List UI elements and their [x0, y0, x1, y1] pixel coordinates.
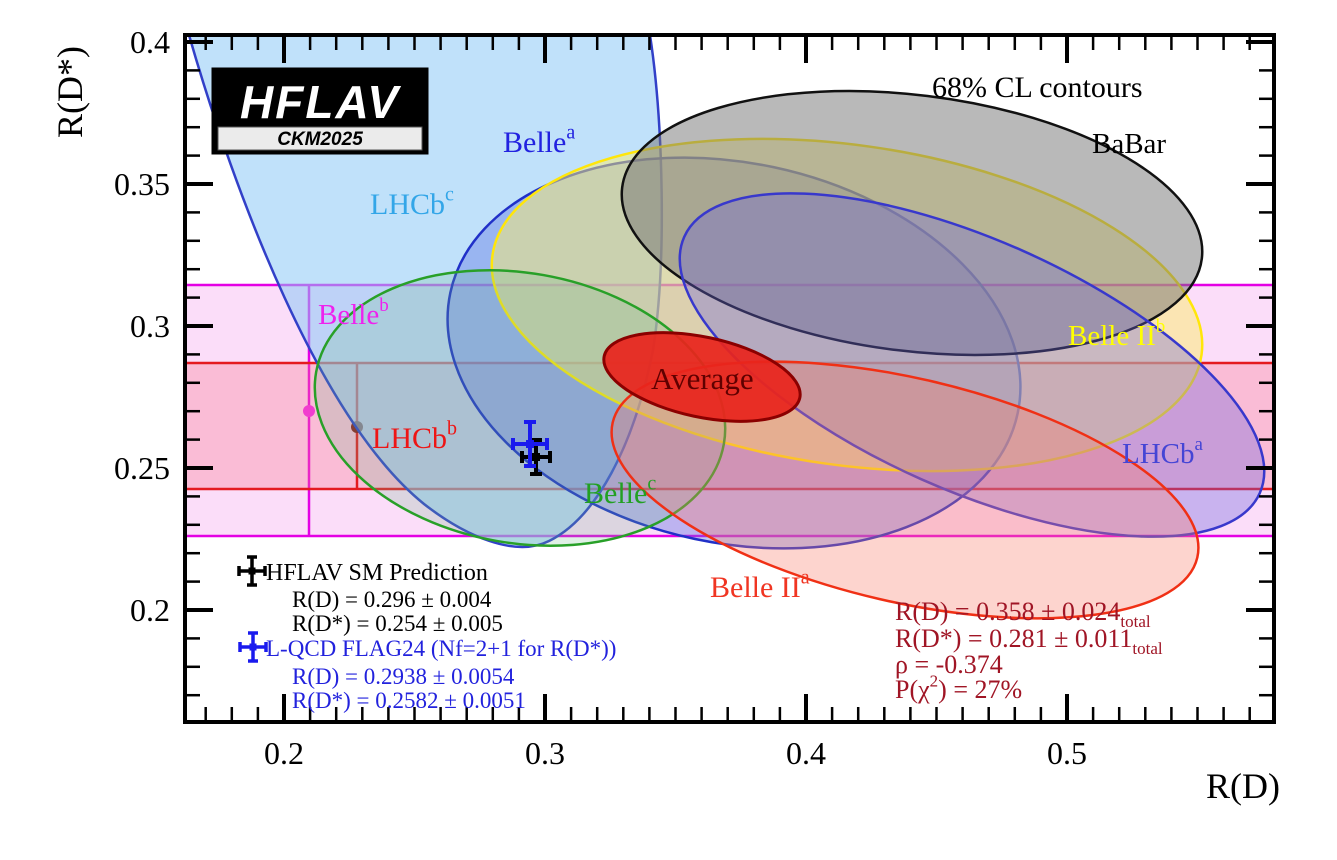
stats-line-3: ρ = -0.374: [895, 650, 1003, 679]
sm-prediction-marker-center: [532, 453, 540, 461]
stats-line-3-text: ρ = -0.374: [895, 650, 1003, 679]
x-axis-title: R(D): [1206, 766, 1280, 806]
legend-lqcd-line-1: R(D) = 0.2938 ± 0.0054: [292, 664, 515, 689]
label-babar-text: BaBar: [1092, 128, 1166, 160]
hflav-logo-edition: CKM2025: [277, 129, 363, 150]
label-lhcb-b: LHCbb: [372, 418, 457, 456]
legend-lqcd-line-2: R(D*) = 0.2582 ± 0.0051: [292, 688, 526, 713]
label-belle2-a-sup: a: [801, 567, 810, 589]
x-tick-label: 0.5: [1047, 735, 1087, 771]
hflav-logo-brand: HFLAV: [240, 76, 401, 128]
legend-sm-line-1-text: R(D) = 0.296 ± 0.004: [292, 587, 492, 612]
x-tick-label: 0.3: [525, 735, 565, 771]
y-axis-title-text: R(D*): [50, 46, 90, 138]
label-lhcb-a-text: LHCb: [1122, 438, 1195, 470]
lqcd-prediction-marker-center: [526, 440, 534, 448]
legend-lqcd-marker: [238, 631, 268, 663]
stats-line-4-sup: 2: [930, 671, 939, 690]
legend-lqcd-title: L-QCD FLAG24 (Nf=2+1 for R(D*)): [266, 636, 616, 661]
x-tick-label: 0.2: [264, 735, 304, 771]
hflav-logo-strip: [217, 126, 423, 151]
legend-sm-marker: [237, 555, 267, 587]
label-lhcb-c-sup: c: [445, 184, 454, 206]
label-belle2-a: Belle IIa: [710, 567, 810, 605]
y-tick-label: 0.2: [130, 592, 170, 628]
label-belle-c-sup: c: [647, 473, 656, 495]
label-belle2-b-text: Belle II: [1068, 320, 1156, 352]
stats-line-1-sub: total: [1120, 612, 1150, 631]
label-belle-c-text: Belle: [584, 477, 647, 510]
stats-line-2-text: R(D*) = 0.281 ± 0.011: [895, 624, 1132, 653]
legend-sm-line-2: R(D*) = 0.254 ± 0.005: [292, 611, 503, 636]
label-belle-a: Bellea: [503, 122, 575, 160]
x-tick-label: 0.4: [786, 735, 826, 771]
label-lhcb-a-sup: a: [1195, 434, 1204, 455]
belle-b-point: [303, 405, 315, 417]
belle2-a-contour: [610, 360, 1200, 620]
label-belle2-b: Belle IIb: [1068, 316, 1165, 352]
label-belle-b: Belleb: [318, 295, 389, 331]
label-average-text: Average: [651, 361, 754, 396]
label-lhcb-b-text: LHCb: [372, 422, 447, 455]
label-average: Average: [651, 361, 754, 396]
plot-area: [185, 35, 1274, 620]
legend-sm-title: HFLAV SM Prediction: [266, 560, 488, 586]
label-belle2-a-text: Belle II: [710, 571, 801, 604]
y-tick-label: 0.25: [114, 450, 170, 486]
average-contour: [602, 331, 802, 423]
legend-sm-marker-center: [248, 567, 256, 575]
stats-line-4-text: ) = 27%: [938, 675, 1022, 704]
stats-line-1-text: R(D) = 0.358 ± 0.024: [895, 597, 1120, 626]
label-belle-a-sup: a: [566, 122, 575, 144]
label-babar: BaBar: [1092, 128, 1166, 160]
stats-line-4-text: P(: [895, 675, 918, 704]
stats-line-1: R(D) = 0.358 ± 0.024total: [895, 597, 1151, 631]
y-axis-title: R(D*): [50, 46, 90, 138]
label-lhcb-c-text: LHCb: [370, 188, 445, 221]
stats-line-2: R(D*) = 0.281 ± 0.011total: [895, 624, 1163, 658]
legend-sm-line-2-text: R(D*) = 0.254 ± 0.005: [292, 611, 503, 636]
title-text: 68% CL contours: [932, 71, 1143, 104]
legend-lqcd-title-text: L-QCD FLAG24 (Nf=2+1 for R(D*)): [266, 636, 616, 661]
label-belle-b-text: Belle: [318, 299, 379, 331]
legend-sm-title-text: HFLAV SM Prediction: [266, 560, 488, 586]
y-tick-label: 0.4: [130, 24, 170, 60]
babar-contour: [620, 89, 1204, 357]
legend-sm-line-1: R(D) = 0.296 ± 0.004: [292, 587, 492, 612]
label-belle-c: Bellec: [584, 473, 656, 511]
stats-line-2-sub: total: [1132, 639, 1162, 658]
label-lhcb-b-sup: b: [447, 418, 457, 440]
plot-frame: [183, 33, 1276, 724]
y-tick-label: 0.3: [130, 308, 170, 344]
x-axis-title-text: R(D): [1206, 766, 1280, 806]
title: 68% CL contours: [932, 71, 1143, 104]
label-belle-a-text: Belle: [503, 126, 566, 159]
legend-lqcd-line-1-text: R(D) = 0.2938 ± 0.0054: [292, 664, 515, 689]
y-tick-label: 0.35: [114, 166, 170, 202]
label-belle-b-sup: b: [379, 295, 389, 316]
legend-lqcd-line-2-text: R(D*) = 0.2582 ± 0.0051: [292, 688, 526, 713]
stats-line-4: P(χ2) = 27%: [895, 671, 1022, 704]
lhcb-a-contour: [678, 192, 1266, 538]
label-belle2-b-sup: b: [1156, 316, 1166, 337]
stats-line-4-text: χ: [917, 675, 930, 704]
label-lhcb-c: LHCbc: [370, 184, 454, 222]
lqcd-prediction-marker: [511, 420, 549, 468]
label-lhcb-a: LHCba: [1122, 434, 1204, 470]
legend-lqcd-marker-center: [249, 643, 257, 651]
